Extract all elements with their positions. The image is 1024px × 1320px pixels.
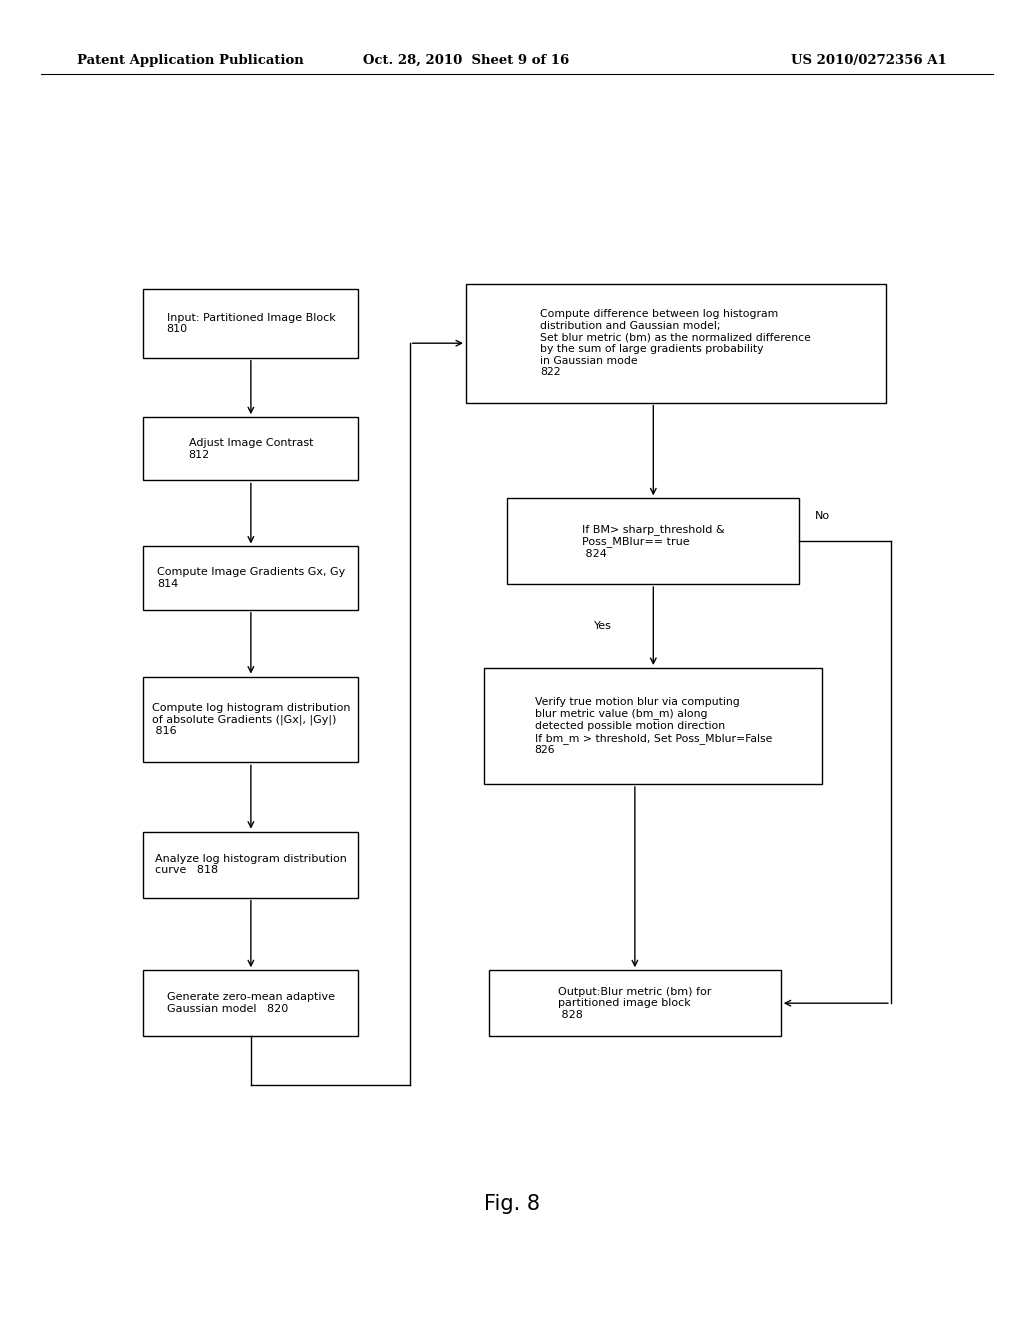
FancyBboxPatch shape bbox=[143, 970, 358, 1036]
Text: Output:Blur metric (bm) for
partitioned image block
 828: Output:Blur metric (bm) for partitioned … bbox=[558, 986, 712, 1020]
Text: Generate zero-mean adaptive
Gaussian model   820: Generate zero-mean adaptive Gaussian mod… bbox=[167, 993, 335, 1014]
Text: Analyze log histogram distribution
curve   818: Analyze log histogram distribution curve… bbox=[155, 854, 347, 875]
FancyBboxPatch shape bbox=[143, 289, 358, 358]
Text: Oct. 28, 2010  Sheet 9 of 16: Oct. 28, 2010 Sheet 9 of 16 bbox=[362, 54, 569, 67]
FancyBboxPatch shape bbox=[143, 417, 358, 480]
FancyBboxPatch shape bbox=[484, 668, 822, 784]
Text: Compute difference between log histogram
distribution and Gaussian model;
Set bl: Compute difference between log histogram… bbox=[541, 309, 811, 378]
FancyBboxPatch shape bbox=[508, 498, 799, 583]
Text: US 2010/0272356 A1: US 2010/0272356 A1 bbox=[792, 54, 947, 67]
Text: Compute Image Gradients Gx, Gy
814: Compute Image Gradients Gx, Gy 814 bbox=[157, 568, 345, 589]
Text: Compute log histogram distribution
of absolute Gradients (|Gx|, |Gy|)
 816: Compute log histogram distribution of ab… bbox=[152, 702, 350, 737]
FancyBboxPatch shape bbox=[466, 284, 886, 403]
Text: Adjust Image Contrast
812: Adjust Image Contrast 812 bbox=[188, 438, 313, 459]
Text: If BM> sharp_threshold &
Poss_MBlur== true
 824: If BM> sharp_threshold & Poss_MBlur== tr… bbox=[582, 524, 725, 558]
FancyBboxPatch shape bbox=[489, 970, 780, 1036]
Text: Yes: Yes bbox=[595, 620, 612, 631]
Text: No: No bbox=[815, 511, 829, 521]
Text: Patent Application Publication: Patent Application Publication bbox=[77, 54, 303, 67]
FancyBboxPatch shape bbox=[143, 546, 358, 610]
Text: Verify true motion blur via computing
blur metric value (bm_m) along
detected po: Verify true motion blur via computing bl… bbox=[535, 697, 772, 755]
FancyBboxPatch shape bbox=[143, 832, 358, 898]
Text: Fig. 8: Fig. 8 bbox=[484, 1193, 540, 1214]
FancyBboxPatch shape bbox=[143, 676, 358, 763]
Text: Input: Partitioned Image Block
810: Input: Partitioned Image Block 810 bbox=[167, 313, 335, 334]
